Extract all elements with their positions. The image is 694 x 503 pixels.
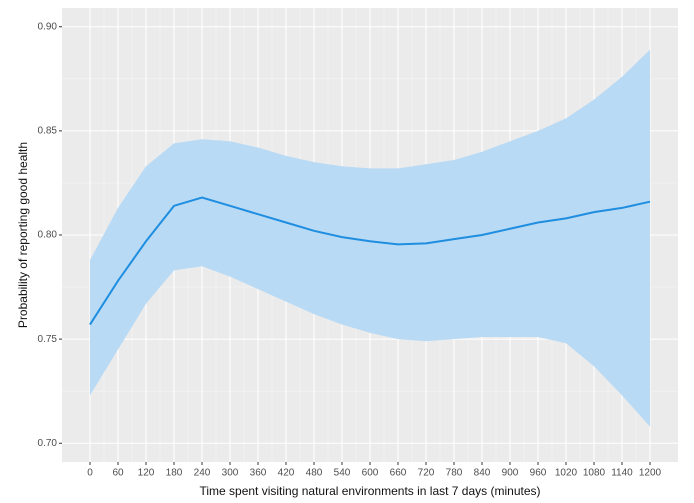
y-tick-label: 0.80 — [38, 230, 58, 241]
x-tick-label: 1080 — [583, 468, 606, 479]
y-tick-label: 0.90 — [38, 21, 58, 32]
x-tick-label: 420 — [278, 468, 295, 479]
x-tick-label: 780 — [446, 468, 463, 479]
y-tick-label: 0.70 — [38, 438, 58, 449]
x-tick-label: 60 — [112, 468, 124, 479]
x-tick-label: 0 — [87, 468, 93, 479]
x-tick-label: 480 — [306, 468, 323, 479]
x-axis-title: Time spent visiting natural environments… — [199, 484, 540, 498]
x-tick-label: 960 — [530, 468, 547, 479]
x-tick-label: 1200 — [639, 468, 662, 479]
y-axis-title: Probability of reporting good health — [16, 142, 30, 328]
x-tick-label: 120 — [138, 468, 155, 479]
y-tick-label: 0.75 — [38, 334, 58, 345]
x-tick-label: 180 — [166, 468, 183, 479]
x-tick-label: 900 — [502, 468, 519, 479]
x-tick-label: 240 — [194, 468, 211, 479]
x-tick-label: 840 — [474, 468, 491, 479]
x-tick-label: 1140 — [611, 468, 633, 479]
x-tick-label: 660 — [390, 468, 407, 479]
x-tick-label: 1020 — [555, 468, 578, 479]
confidence-band — [90, 49, 650, 427]
x-tick-label: 600 — [362, 468, 379, 479]
x-tick-label: 720 — [418, 468, 435, 479]
x-tick-label: 540 — [334, 468, 351, 479]
x-tick-label: 360 — [250, 468, 267, 479]
y-tick-label: 0.85 — [38, 126, 58, 137]
x-tick-label: 300 — [222, 468, 239, 479]
line — [89, 196, 651, 326]
